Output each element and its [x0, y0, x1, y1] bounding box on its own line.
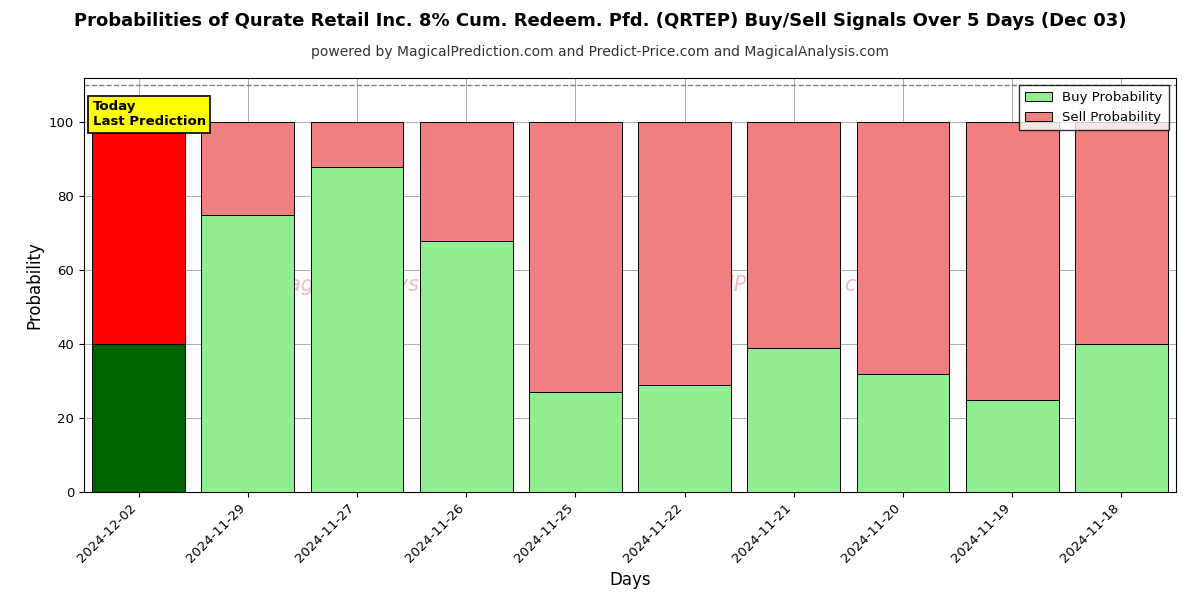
Bar: [420, 122, 512, 241]
Text: Today
Last Prediction: Today Last Prediction: [92, 100, 206, 128]
Bar: [311, 122, 403, 167]
Text: Probabilities of Qurate Retail Inc. 8% Cum. Redeem. Pfd. (QRTEP) Buy/Sell Signal: Probabilities of Qurate Retail Inc. 8% C…: [73, 12, 1127, 30]
Text: powered by MagicalPrediction.com and Predict-Price.com and MagicalAnalysis.com: powered by MagicalPrediction.com and Pre…: [311, 45, 889, 59]
Legend: Buy Probability, Sell Probability: Buy Probability, Sell Probability: [1019, 85, 1170, 130]
Bar: [748, 122, 840, 348]
Text: MagicalPrediction.com: MagicalPrediction.com: [654, 275, 889, 295]
Bar: [748, 348, 840, 492]
Bar: [529, 122, 622, 392]
Bar: [529, 392, 622, 492]
Y-axis label: Probability: Probability: [25, 241, 43, 329]
Text: MagicalAnalysis.com: MagicalAnalysis.com: [270, 275, 487, 295]
Bar: [1075, 344, 1168, 492]
X-axis label: Days: Days: [610, 571, 650, 589]
Bar: [202, 122, 294, 215]
Bar: [966, 400, 1058, 492]
Bar: [638, 122, 731, 385]
Bar: [420, 241, 512, 492]
Bar: [638, 385, 731, 492]
Bar: [1075, 122, 1168, 344]
Bar: [966, 122, 1058, 400]
Bar: [202, 215, 294, 492]
Bar: [92, 344, 185, 492]
Bar: [857, 374, 949, 492]
Bar: [92, 122, 185, 344]
Bar: [311, 167, 403, 492]
Bar: [857, 122, 949, 374]
